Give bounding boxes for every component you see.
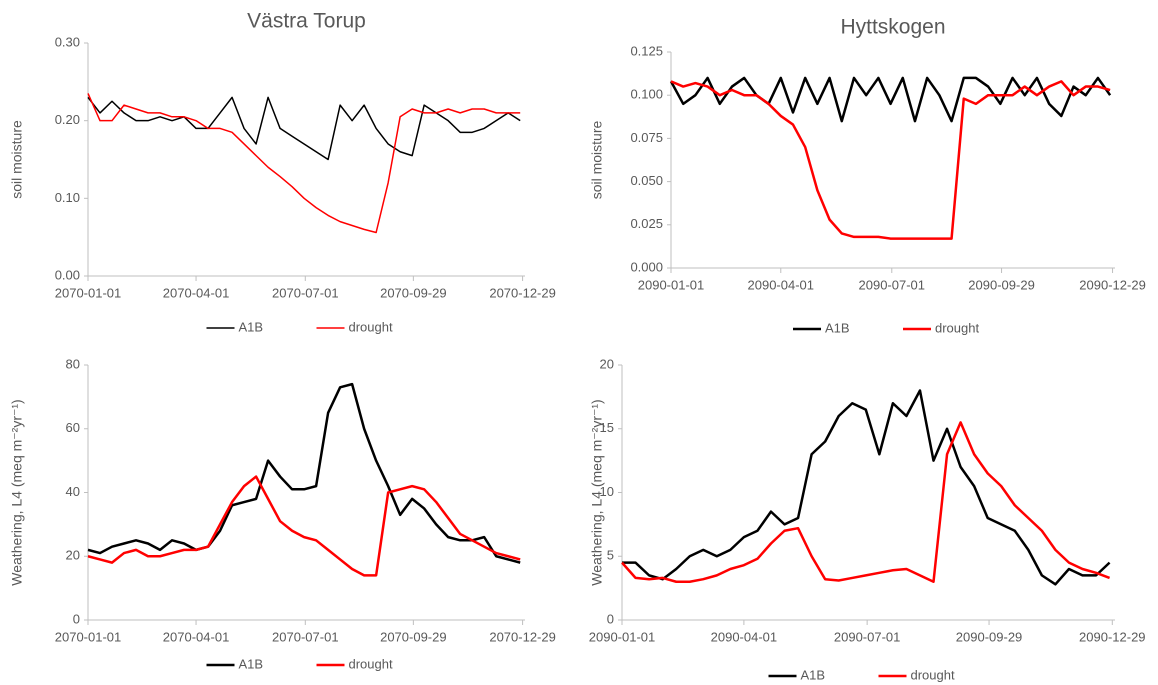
y-tick-label: 0 [607, 611, 614, 626]
legend-label: A1B [239, 656, 264, 671]
legend-label: A1B [825, 320, 850, 335]
x-tick-label: 2070-12-29 [489, 629, 556, 644]
series-line [669, 76, 1112, 123]
legend-label: drought [935, 320, 979, 335]
x-tick-label: 2070-12-29 [489, 285, 556, 300]
y-axis-label: soil moisture [9, 120, 25, 199]
y-axis-label: Weathering, L4 (meq m⁻²yr⁻¹) [589, 399, 605, 585]
y-tick-label: 0.00 [55, 267, 80, 282]
y-tick-label: 15 [600, 420, 614, 435]
legend-label: drought [349, 319, 393, 334]
series-line [670, 80, 1111, 240]
y-tick-label: 20 [600, 356, 614, 371]
x-tick-label: 2070-01-01 [55, 629, 122, 644]
x-tick-label: 2070-09-29 [380, 629, 447, 644]
legend-label: drought [911, 667, 955, 682]
y-tick-label: 80 [66, 356, 80, 371]
y-tick-label: 0.30 [55, 34, 80, 49]
series-line [87, 382, 521, 564]
x-tick-label: 2070-04-01 [163, 285, 230, 300]
x-tick-label: 2090-12-29 [1079, 629, 1146, 644]
y-tick-label: 20 [66, 548, 80, 563]
y-tick-label: 5 [607, 548, 614, 563]
x-tick-label: 2070-07-01 [272, 285, 339, 300]
x-tick-label: 2090-07-01 [834, 629, 901, 644]
y-axis-label: Weathering, L4 (meq m⁻²yr⁻¹) [9, 399, 25, 585]
x-tick-label: 2090-09-29 [956, 629, 1023, 644]
x-tick-label: 2070-09-29 [380, 285, 447, 300]
y-tick-label: 0.000 [630, 259, 663, 274]
series-line [87, 93, 521, 234]
x-tick-label: 2070-04-01 [163, 629, 230, 644]
chart-title: Västra Torup [247, 10, 366, 33]
x-tick-label: 2070-01-01 [55, 285, 122, 300]
y-axis-label: soil moisture [589, 121, 605, 200]
y-tick-label: 0.075 [630, 130, 663, 145]
series-line [87, 475, 521, 577]
x-tick-label: 2090-04-01 [711, 629, 778, 644]
x-tick-label: 2090-09-29 [968, 277, 1035, 292]
legend-label: drought [349, 656, 393, 671]
y-tick-label: 0.20 [55, 112, 80, 127]
x-tick-label: 2090-01-01 [589, 629, 656, 644]
y-tick-label: 60 [66, 420, 80, 435]
legend-label: A1B [239, 319, 264, 334]
y-tick-label: 40 [66, 484, 80, 499]
legend-label: A1B [801, 667, 826, 682]
series-line [622, 389, 1111, 586]
x-tick-label: 2090-04-01 [748, 277, 815, 292]
x-tick-label: 2090-07-01 [859, 277, 926, 292]
y-tick-label: 10 [600, 484, 614, 499]
y-tick-label: 0.050 [630, 173, 663, 188]
y-tick-label: 0.100 [630, 87, 663, 102]
y-tick-label: 0 [73, 611, 80, 626]
y-tick-label: 0.10 [55, 190, 80, 205]
x-tick-label: 2090-01-01 [638, 277, 705, 292]
x-tick-label: 2090-12-29 [1079, 277, 1146, 292]
y-tick-label: 0.025 [630, 216, 663, 231]
x-tick-label: 2070-07-01 [272, 629, 339, 644]
chart-title: Hyttskogen [840, 16, 945, 39]
y-tick-label: 0.125 [630, 43, 663, 58]
series-line [87, 96, 521, 161]
series-line [621, 421, 1111, 583]
